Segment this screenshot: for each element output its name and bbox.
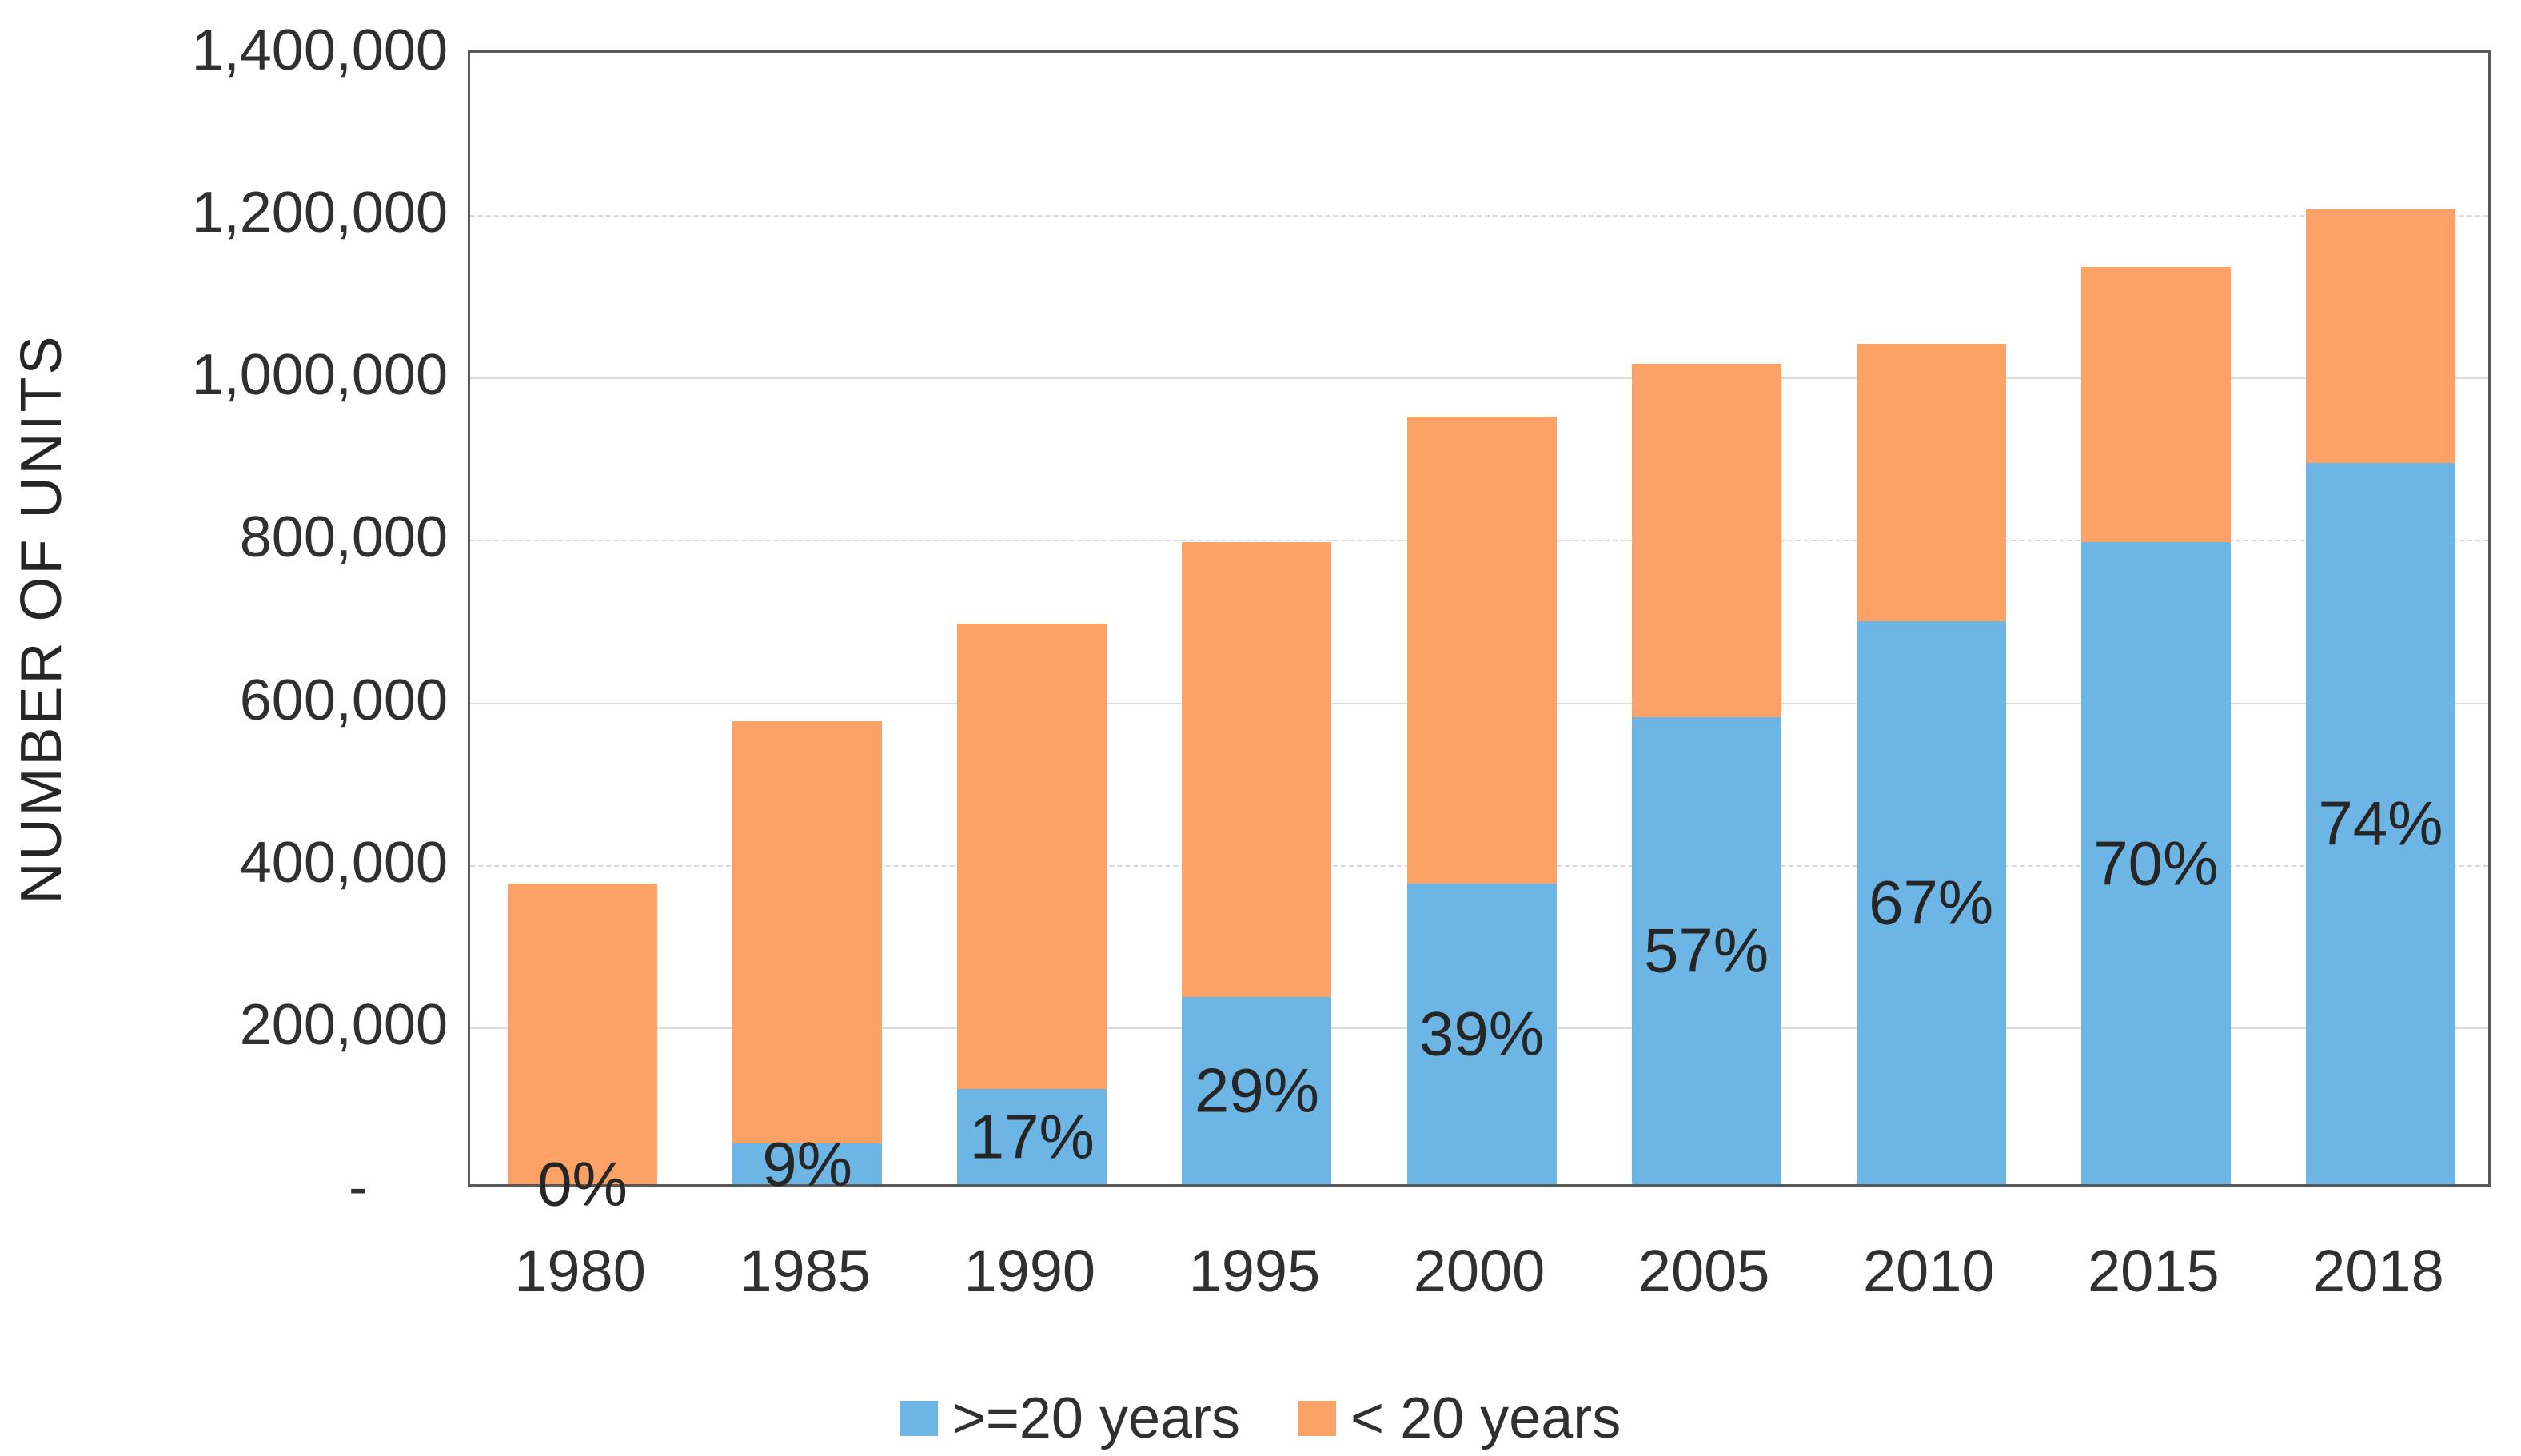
x-tick-label: 2018: [2312, 1238, 2444, 1304]
x-tick-label: 2010: [1862, 1238, 1995, 1304]
percent-label: 17%: [969, 1101, 1095, 1171]
y-tick-label: 400,000: [239, 830, 448, 895]
segment-ge20-years: [1406, 884, 1557, 1184]
segment-lt20-years: [957, 624, 1107, 1089]
legend: >=20 years < 20 years: [0, 1386, 2521, 1451]
segment-lt20-years: [732, 721, 883, 1143]
bar-1980: 0%: [508, 884, 658, 1219]
segment-lt20-years: [1406, 417, 1557, 884]
plot-area: 0% 9% 17% 29% 39% 57% 67% 70% 74%: [468, 50, 2491, 1219]
segment-lt20-years: [1856, 344, 2006, 621]
y-tick-label: 1,000,000: [191, 343, 448, 408]
y-tick-label: -: [349, 1155, 368, 1219]
segment-ge20-years: [732, 1143, 883, 1184]
percent-label: 29%: [1194, 1055, 1319, 1126]
y-tick-label: 200,000: [239, 992, 448, 1057]
segment-ge20-years: [2305, 463, 2455, 1184]
y-axis-title: NUMBER OF UNITS: [10, 333, 74, 904]
bar-2000: 39%: [1406, 417, 1557, 1184]
bar-1985: 9%: [732, 721, 883, 1199]
percent-label: 70%: [2093, 828, 2219, 898]
x-tick-label: 2015: [2088, 1238, 2220, 1304]
segment-lt20-years: [2080, 267, 2231, 542]
blue-series-swatch-icon: [900, 1401, 938, 1436]
percent-label: 39%: [1418, 998, 1545, 1069]
percent-label: 9%: [762, 1128, 853, 1199]
segment-ge20-years: [2080, 542, 2231, 1184]
legend-item-lt20-years: < 20 years: [1298, 1386, 1621, 1451]
gridline: [470, 215, 2488, 217]
percent-label: 74%: [2318, 788, 2443, 859]
segment-lt20-years: [1182, 542, 1332, 997]
bar-2018: 74%: [2305, 209, 2455, 1184]
segment-lt20-years: [2305, 209, 2455, 463]
segment-lt20-years: [508, 884, 658, 1184]
x-tick-label: 1980: [514, 1238, 646, 1304]
legend-label: >=20 years: [951, 1386, 1241, 1450]
y-tick-label: 600,000: [239, 668, 448, 732]
bar-1995: 29%: [1182, 542, 1332, 1184]
bar-1990: 17%: [957, 624, 1107, 1184]
bar-2010: 67%: [1856, 344, 2006, 1184]
x-tick-label: 2005: [1637, 1238, 1770, 1304]
bar-2015: 70%: [2080, 267, 2231, 1184]
percent-label: 67%: [1869, 867, 1994, 938]
segment-ge20-years: [1182, 997, 1332, 1184]
x-tick-label: 1995: [1188, 1238, 1321, 1304]
gridline: [470, 377, 2488, 380]
segment-ge20-years: [1631, 717, 1781, 1184]
x-tick-label: 2000: [1413, 1238, 1546, 1304]
percent-label: 0%: [537, 1148, 628, 1219]
legend-item-ge20-years: >=20 years: [900, 1386, 1240, 1451]
y-tick-label: 1,400,000: [191, 18, 448, 82]
x-tick-label: 1985: [739, 1238, 871, 1304]
segment-lt20-years: [1631, 364, 1781, 717]
segment-ge20-years: [957, 1089, 1107, 1184]
percent-label: 57%: [1644, 915, 1769, 986]
x-tick-label: 1990: [963, 1238, 1096, 1304]
y-tick-label: 800,000: [239, 505, 448, 570]
bar-2005: 57%: [1631, 364, 1781, 1184]
orange-series-swatch-icon: [1298, 1401, 1337, 1436]
legend-label: < 20 years: [1350, 1386, 1621, 1450]
segment-ge20-years: [1856, 621, 2006, 1184]
y-tick-label: 1,200,000: [191, 181, 448, 245]
